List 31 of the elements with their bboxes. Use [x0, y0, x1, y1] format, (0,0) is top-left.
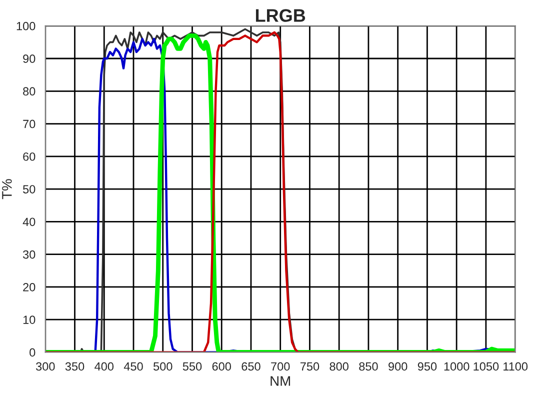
x-tick-label: 350 [65, 362, 84, 371]
x-axis-title: NM [270, 376, 290, 386]
y-tick-label: 40 [22, 218, 36, 226]
x-tick-label: 300 [36, 362, 55, 371]
y-axis-title: T% [2, 179, 12, 200]
y-tick-label: 80 [23, 87, 36, 96]
x-tick-label: 800 [330, 362, 348, 371]
y-tick-label: 50 [23, 185, 36, 194]
y-tick-label: 60 [23, 152, 36, 161]
y-tick-label: 30 [22, 250, 36, 259]
x-tick-label: 950 [418, 362, 437, 371]
x-tick-label: 500 [153, 362, 172, 371]
y-tick-label: 90 [23, 54, 36, 63]
x-tick-label: 600 [212, 362, 231, 371]
y-tick-label: 100 [16, 22, 36, 30]
x-tick-label: 550 [182, 362, 202, 371]
x-tick-label: 1050 [474, 362, 499, 371]
x-tick-label: 1000 [444, 362, 470, 371]
x-tick-label: 400 [94, 362, 114, 371]
x-tick-label: 450 [124, 362, 143, 371]
x-tick-label: 700 [271, 362, 290, 371]
x-tick-label: 900 [388, 362, 408, 371]
x-tick-label: 650 [242, 362, 260, 371]
x-tick-label: 850 [359, 362, 378, 371]
x-tick-label: 750 [300, 362, 320, 371]
y-tick-label: 0 [30, 348, 36, 357]
y-tick-label: 10 [23, 316, 36, 324]
y-tick-label: 70 [23, 120, 36, 128]
x-tick-label: 1100 [504, 362, 528, 371]
y-tick-label: 20 [23, 282, 36, 292]
chart-title: LRGB [256, 9, 306, 22]
